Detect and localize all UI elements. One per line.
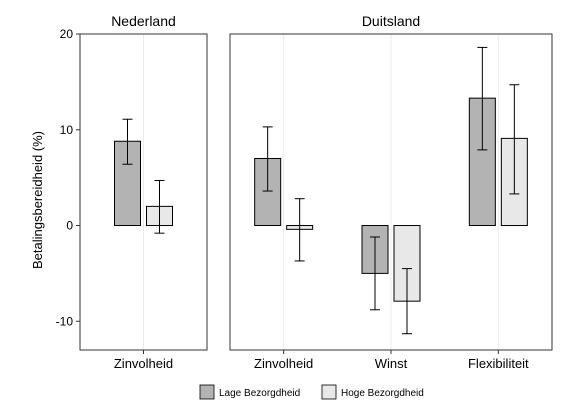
x-tick-label: Zinvolheid bbox=[114, 356, 173, 371]
y-axis-label: Betalingsbereidheid (%) bbox=[30, 131, 45, 269]
facet-title: Duitsland bbox=[362, 13, 420, 29]
facet-panel: Duitsland Zinvolheid Winst Flexibiliteit bbox=[229, 13, 553, 371]
x-tick-label: Winst bbox=[375, 356, 408, 371]
x-tick-label: Flexibiliteit bbox=[468, 356, 529, 371]
panel-border bbox=[79, 33, 208, 351]
legend-swatch bbox=[199, 384, 215, 400]
y-tick-label: 0 bbox=[66, 219, 73, 233]
legend: Lage Bezorgdheid Hoge Bezorgdheid bbox=[199, 384, 424, 400]
facet-panel: Nederland Zinvolheid bbox=[79, 13, 208, 371]
legend-label: Hoge Bezorgdheid bbox=[341, 388, 424, 399]
y-tick-label: -10 bbox=[56, 314, 74, 328]
legend-swatch bbox=[321, 384, 337, 400]
panel-border bbox=[229, 33, 553, 351]
legend-label: Lage Bezorgdheid bbox=[219, 388, 300, 399]
y-tick-label: 10 bbox=[60, 123, 74, 137]
y-tick-label: 20 bbox=[60, 27, 74, 41]
x-tick-label: Zinvolheid bbox=[254, 356, 313, 371]
facet-title: Nederland bbox=[111, 13, 176, 29]
